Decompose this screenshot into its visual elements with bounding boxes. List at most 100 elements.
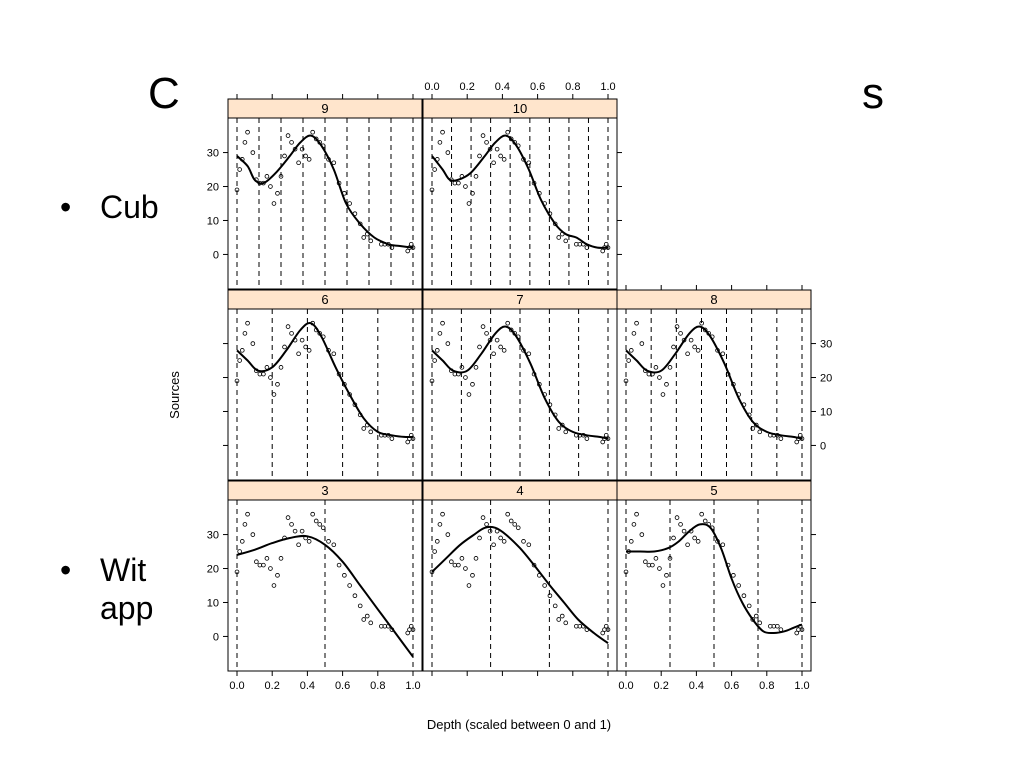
data-point: [389, 436, 395, 441]
data-point: [296, 542, 301, 548]
data-point: [480, 324, 486, 329]
data-point: [268, 184, 273, 189]
data-point: [434, 539, 440, 544]
data-point: [526, 351, 532, 357]
data-point: [484, 140, 489, 145]
x-tick-label: 0.8: [759, 680, 774, 692]
data-point: [459, 365, 465, 370]
x-tick-label: 1.0: [405, 680, 420, 692]
data-point: [473, 365, 479, 370]
data-point: [480, 133, 486, 138]
data-point: [310, 511, 315, 517]
x-tick-label: 0.2: [460, 81, 475, 93]
y-axis-title: Sources: [167, 371, 182, 419]
data-point: [364, 613, 370, 619]
x-tick-label: 0.4: [495, 81, 510, 93]
data-point: [605, 627, 611, 632]
data-point: [296, 160, 301, 166]
data-point: [692, 344, 697, 350]
y-tick-label: 10: [207, 597, 219, 609]
data-point: [750, 617, 756, 622]
data-point: [352, 593, 358, 598]
data-point: [250, 150, 256, 155]
data-point: [491, 542, 496, 548]
data-point: [234, 378, 240, 384]
panel-strip-label: 6: [321, 292, 328, 307]
data-point: [445, 150, 451, 155]
data-point: [584, 245, 590, 250]
data-point: [556, 235, 562, 240]
data-point: [347, 583, 352, 588]
fitted-spline-line: [431, 525, 609, 645]
fitted-spline-line: [236, 134, 414, 249]
data-point: [470, 573, 475, 578]
data-point: [254, 559, 259, 565]
data-point: [685, 542, 690, 548]
data-point: [556, 617, 562, 622]
bullet-dot-icon: •: [60, 189, 72, 225]
data-point: [491, 160, 496, 166]
slide-title-fragment: C: [148, 69, 180, 118]
data-point: [408, 241, 414, 247]
data-point: [264, 174, 270, 179]
data-point: [429, 569, 435, 575]
data-point: [674, 515, 680, 520]
data-point: [643, 559, 648, 565]
data-point: [799, 627, 805, 632]
data-point: [242, 522, 248, 527]
data-point: [498, 344, 503, 350]
data-point: [289, 331, 294, 336]
data-point: [317, 522, 323, 527]
data-point: [261, 562, 266, 568]
data-point: [466, 201, 472, 206]
data-point: [631, 522, 637, 527]
panel-frame: [422, 499, 618, 672]
x-tick-label: 0.2: [265, 680, 280, 692]
data-point: [699, 320, 704, 326]
data-point: [600, 248, 606, 254]
data-point: [639, 341, 645, 346]
data-point: [459, 556, 465, 561]
data-point: [405, 439, 411, 445]
data-point: [275, 382, 280, 387]
data-point: [239, 348, 245, 353]
panel-strip-label: 10: [513, 101, 527, 116]
x-axis-title: Depth (scaled between 0 and 1): [427, 717, 611, 732]
data-point: [600, 439, 606, 445]
data-point: [494, 146, 500, 152]
data-point: [342, 573, 347, 578]
data-point: [778, 436, 784, 441]
data-point: [674, 324, 680, 329]
data-point: [237, 167, 242, 172]
data-point: [239, 539, 245, 544]
data-point: [501, 539, 507, 544]
data-point: [405, 248, 411, 254]
data-point: [526, 160, 532, 166]
data-point: [720, 542, 726, 548]
data-point: [320, 525, 326, 531]
data-point: [542, 583, 547, 588]
data-point: [794, 439, 800, 445]
data-point: [699, 511, 704, 517]
data-point: [692, 535, 697, 541]
data-point: [463, 375, 468, 380]
data-point: [289, 140, 294, 145]
data-point: [508, 136, 514, 142]
data-point: [331, 160, 337, 166]
x-tick-label: 0.8: [370, 680, 385, 692]
data-point: [268, 566, 273, 571]
data-point: [437, 331, 443, 336]
bullet-text-line-2: app: [100, 590, 154, 626]
data-point: [306, 157, 312, 162]
data-point: [250, 341, 256, 346]
data-point: [631, 331, 637, 336]
data-point: [552, 221, 558, 227]
data-point: [405, 630, 411, 636]
fitted-spline-line: [236, 322, 414, 439]
data-point: [361, 617, 367, 622]
data-point: [505, 511, 510, 517]
fitted-spline-line: [431, 325, 609, 440]
data-point: [695, 539, 701, 544]
data-point: [285, 515, 291, 520]
data-point: [753, 613, 759, 619]
